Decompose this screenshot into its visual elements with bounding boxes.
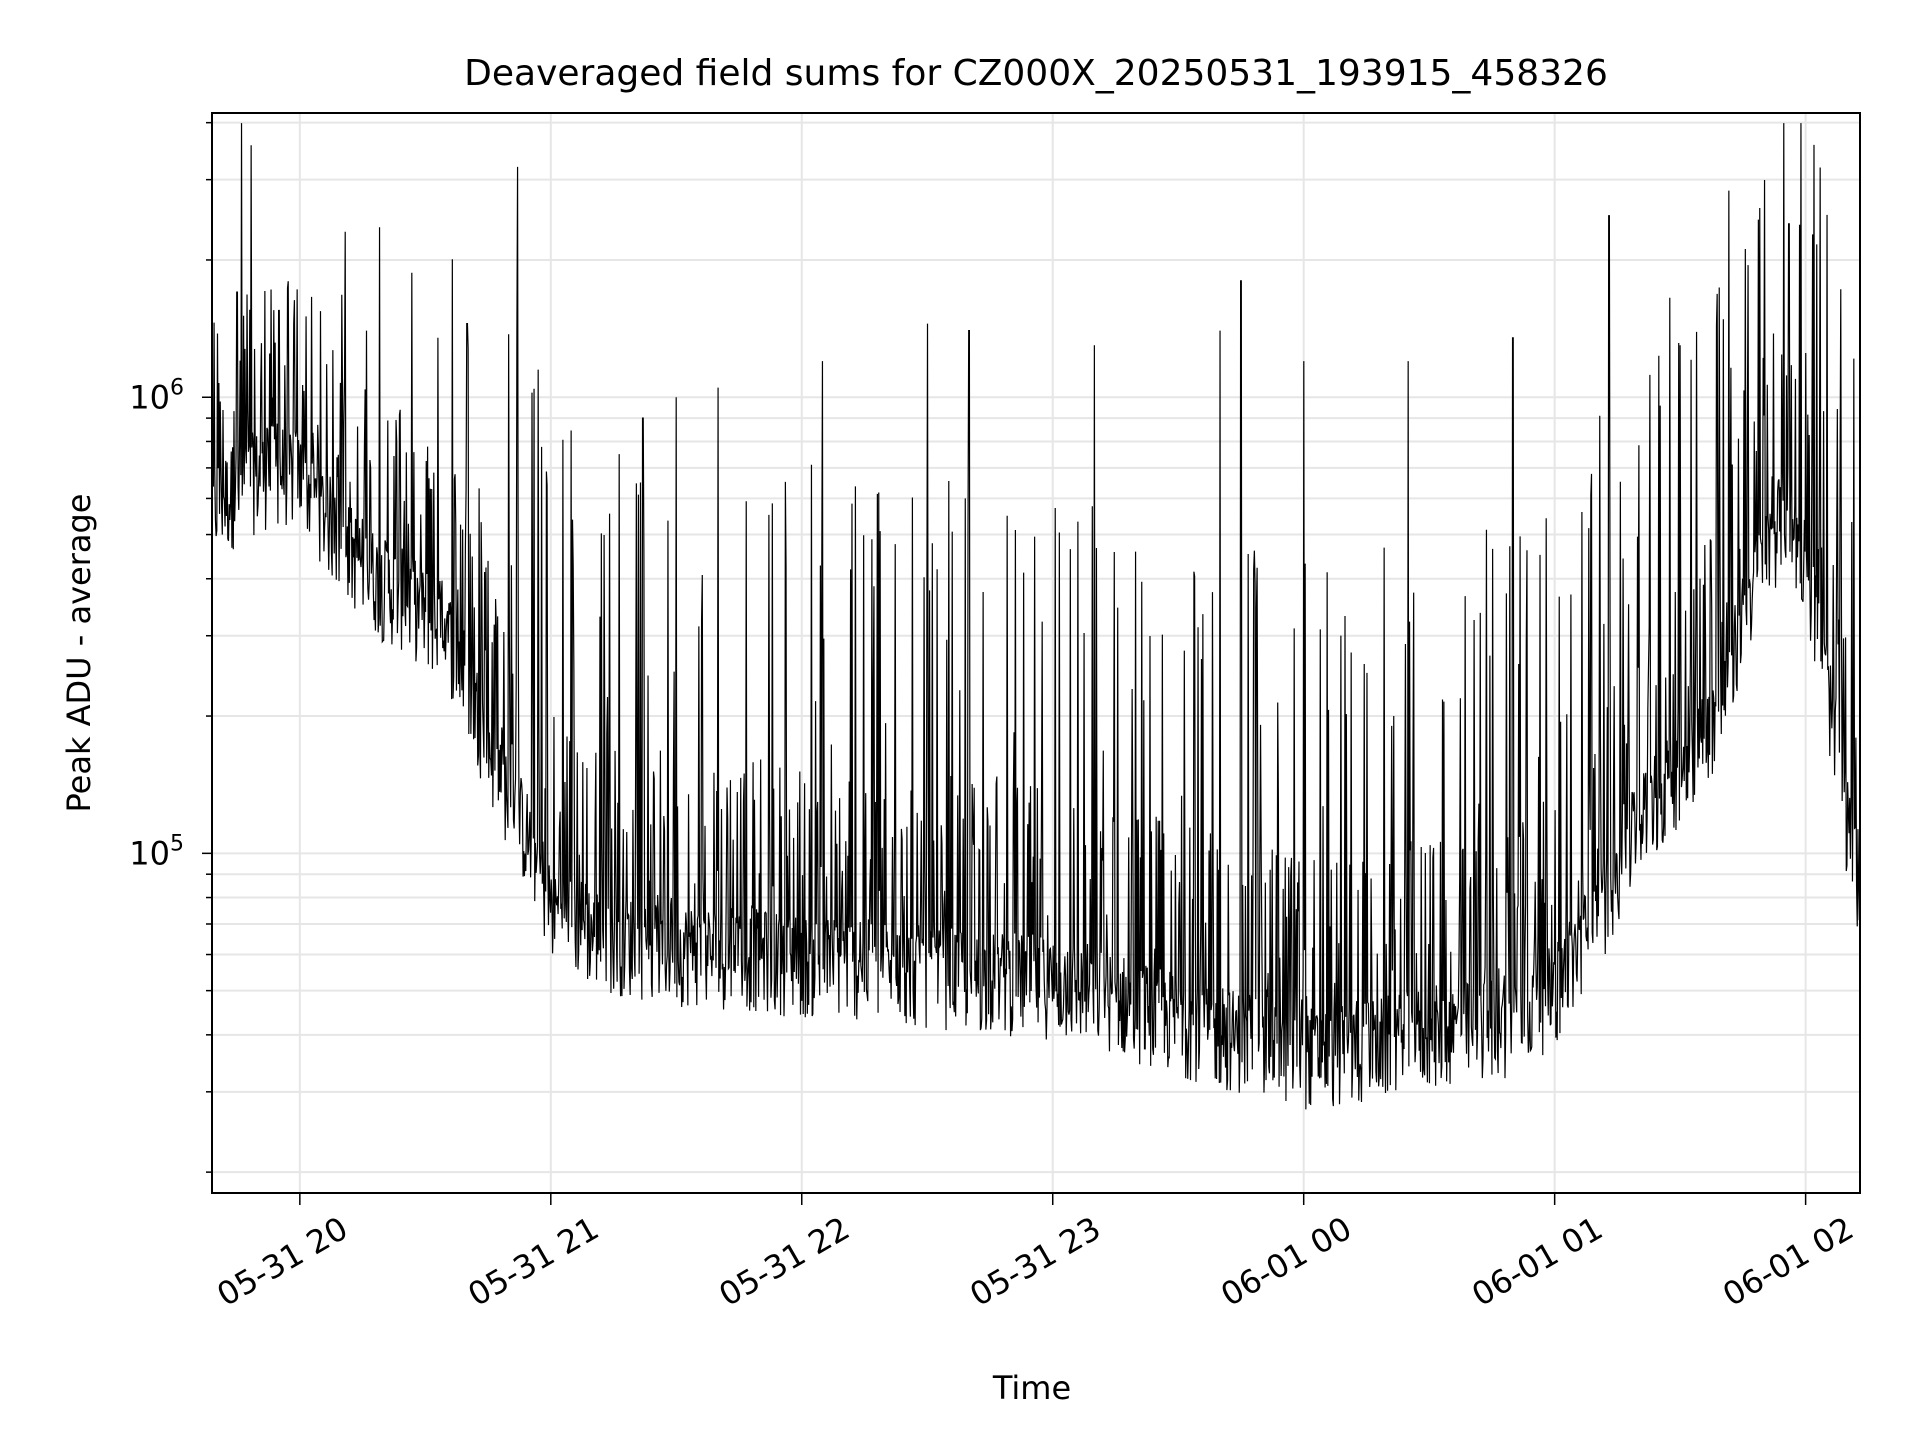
chart-title: Deaveraged field sums for CZ000X_2025053… (464, 53, 1608, 94)
y-tick-label-base: 10 (129, 378, 170, 416)
series-line (212, 123, 1860, 1110)
axes-frame (211, 112, 1861, 1194)
y-tick-label-base: 10 (129, 834, 170, 872)
grid (212, 113, 1860, 1193)
y-axis-label: Peak ADU - average (60, 494, 98, 813)
y-tick-label-exponent: 6 (170, 375, 184, 400)
x-axis-label: Time (992, 1369, 1071, 1407)
plot-area (212, 123, 1860, 1110)
y-tick-label: 105 (129, 831, 184, 872)
y-tick-label: 106 (129, 375, 184, 416)
y-tick-label-exponent: 5 (170, 831, 184, 856)
